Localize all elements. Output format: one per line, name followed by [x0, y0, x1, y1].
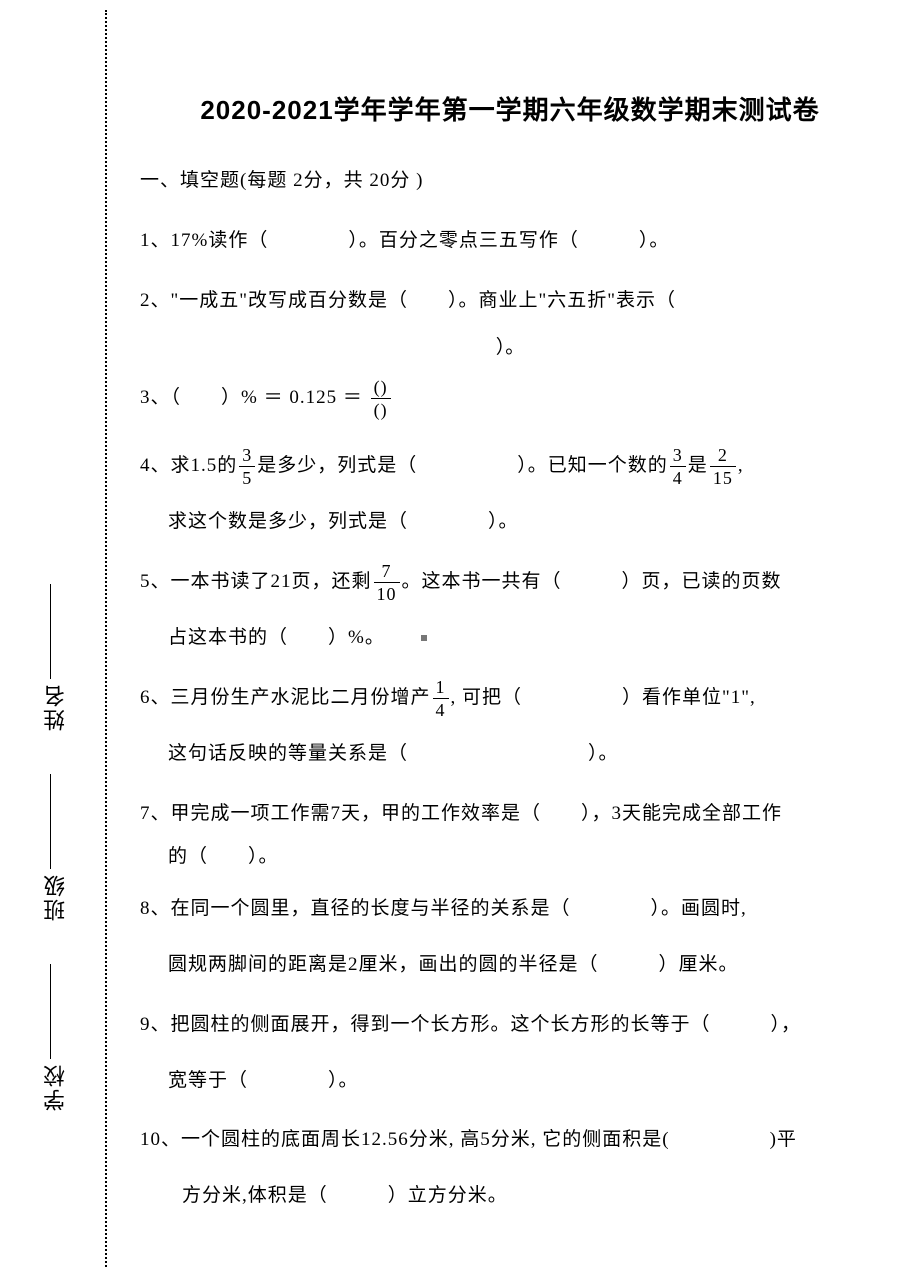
- q4-t3: 是: [688, 455, 708, 476]
- q4-line2: 求这个数是多少，列式是（ ）。: [140, 501, 880, 543]
- q1-num: 1、: [140, 230, 171, 251]
- q5-t2: 。这本书一共有（ ）页，已读的页数: [402, 571, 782, 592]
- q6-line2: 这句话反映的等量关系是（ ）。: [140, 733, 880, 775]
- q5-num: 5、: [140, 571, 171, 592]
- q4-frac3: 215: [710, 446, 736, 487]
- question-3: 3、（ ）% ＝ 0.125 ＝ () (): [140, 377, 880, 419]
- q5-frac1: 710: [374, 562, 400, 603]
- q7-num: 7、: [140, 803, 171, 824]
- question-8: 8、在同一个圆里，直径的长度与半径的关系是（ ）。画圆时, 圆规两脚间的距离是2…: [140, 888, 880, 986]
- page-content: 2020-2021学年学年第一学期六年级数学期末测试卷 一、填空题(每题 2分，…: [140, 90, 880, 1235]
- question-5: 5、一本书读了21页，还剩710。这本书一共有（ ）页，已读的页数 占这本书的（…: [140, 561, 880, 659]
- q8-t1: 在同一个圆里，直径的长度与半径的关系是（ ）。画圆时,: [171, 898, 747, 919]
- binding-edge-dots: [105, 10, 107, 1267]
- sidebar-school-line: [50, 964, 51, 1059]
- q4-frac2: 34: [670, 446, 686, 487]
- q2-text1: "一成五"改写成百分数是（ ）。商业上"六五折"表示（: [171, 290, 677, 311]
- q10-line2: 方分米,体积是（ ）立方分米。: [140, 1175, 880, 1217]
- sidebar-class-group: 班级: [40, 770, 72, 921]
- q3-text: （ ）% ＝ 0.125 ＝: [171, 387, 363, 408]
- question-1: 1、17%读作（ ）。百分之零点三五写作（ ）。: [140, 220, 880, 262]
- q4-num: 4、: [140, 455, 171, 476]
- sidebar-class-line: [50, 774, 51, 869]
- q5-marker-dot: [421, 635, 427, 641]
- q8-line2: 圆规两脚间的距离是2厘米，画出的圆的半径是（ ）厘米。: [140, 944, 880, 986]
- question-6: 6、三月份生产水泥比二月份增产14, 可把（ ）看作单位"1", 这句话反映的等…: [140, 677, 880, 775]
- page-title: 2020-2021学年学年第一学期六年级数学期末测试卷: [140, 90, 880, 127]
- q6-t1: 三月份生产水泥比二月份增产: [171, 687, 431, 708]
- question-9: 9、把圆柱的侧面展开，得到一个长方形。这个长方形的长等于（ ）， 宽等于（ ）。: [140, 1004, 880, 1102]
- q4-t4: ,: [738, 455, 744, 476]
- q9-num: 9、: [140, 1014, 171, 1035]
- q6-frac1: 14: [433, 678, 449, 719]
- question-2: 2、"一成五"改写成百分数是（ ）。商业上"六五折"表示（: [140, 280, 880, 322]
- q6-t2: , 可把（ ）看作单位"1",: [451, 687, 756, 708]
- q4-t1: 求1.5的: [171, 455, 238, 476]
- sidebar-class-label: 班级: [40, 873, 72, 921]
- q5-t1: 一本书读了21页，还剩: [171, 571, 372, 592]
- sidebar-name-group: 姓名: [40, 580, 72, 731]
- question-7: 7、甲完成一项工作需7天，甲的工作效率是（ ），3天能完成全部工作 的（ ）。: [140, 793, 880, 879]
- q3-frac-den: (): [371, 398, 391, 419]
- question-4: 4、求1.5的35是多少，列式是（ ）。已知一个数的34是215, 求这个数是多…: [140, 445, 880, 543]
- q7-t1: 甲完成一项工作需7天，甲的工作效率是（ ），3天能完成全部工作: [171, 803, 783, 824]
- q5-line2: 占这本书的（ ）%。: [140, 617, 880, 659]
- sidebar-name-line: [50, 584, 51, 679]
- sidebar-name-label: 姓名: [40, 683, 72, 731]
- sidebar-school-label: 学校: [40, 1063, 72, 1111]
- q2-line2: ）。: [140, 332, 880, 359]
- q9-t1: 把圆柱的侧面展开，得到一个长方形。这个长方形的长等于（ ），: [171, 1014, 802, 1035]
- q7-line2: 的（ ）。: [140, 836, 880, 878]
- question-10: 10、一个圆柱的底面周长12.56分米, 高5分米, 它的侧面积是( )平 方分…: [140, 1119, 880, 1217]
- q3-fraction: () (): [371, 378, 391, 419]
- q10-t1: 一个圆柱的底面周长12.56分米, 高5分米, 它的侧面积是( )平: [181, 1129, 797, 1150]
- q4-frac1: 35: [239, 446, 255, 487]
- q5-line2-text: 占这本书的（ ）%。: [168, 627, 385, 648]
- q1-text: 17%读作（ ）。百分之零点三五写作（ ）。: [171, 230, 670, 251]
- q9-line2: 宽等于（ ）。: [140, 1060, 880, 1102]
- q8-num: 8、: [140, 898, 171, 919]
- q4-t2: 是多少，列式是（ ）。已知一个数的: [257, 455, 668, 476]
- q2-num: 2、: [140, 290, 171, 311]
- q3-frac-num: (): [371, 378, 391, 398]
- q6-num: 6、: [140, 687, 171, 708]
- q10-num: 10、: [140, 1129, 181, 1150]
- sidebar-school-group: 学校: [40, 960, 72, 1111]
- q3-num: 3、: [140, 387, 171, 408]
- section-1-header: 一、填空题(每题 2分，共 20分 ): [140, 165, 880, 192]
